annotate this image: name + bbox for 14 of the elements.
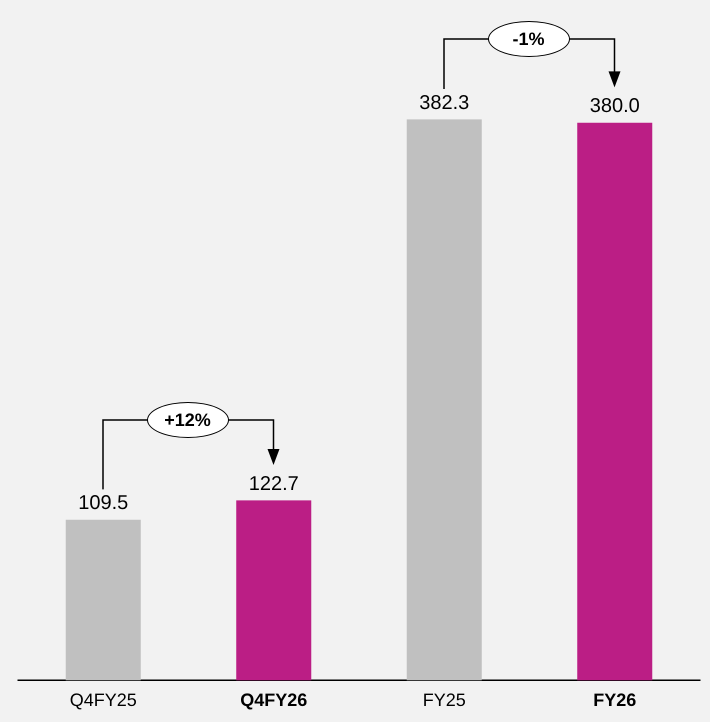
data-label: 109.5	[78, 492, 128, 514]
bar	[236, 500, 312, 680]
x-tick-label: FY25	[422, 690, 466, 710]
data-label: 122.7	[248, 472, 299, 495]
text: -1%	[488, 21, 570, 58]
bar	[577, 122, 652, 680]
x-tick-label: Q4FY26	[240, 690, 308, 710]
x-tick-label: FY26	[593, 690, 636, 710]
annotation: +12%	[146, 402, 228, 438]
data-label: 382.3	[419, 92, 470, 114]
bar	[66, 520, 141, 680]
data-label: 380.0	[590, 95, 640, 118]
x-tick-label: Q4FY25	[70, 690, 137, 710]
bar	[406, 119, 482, 680]
